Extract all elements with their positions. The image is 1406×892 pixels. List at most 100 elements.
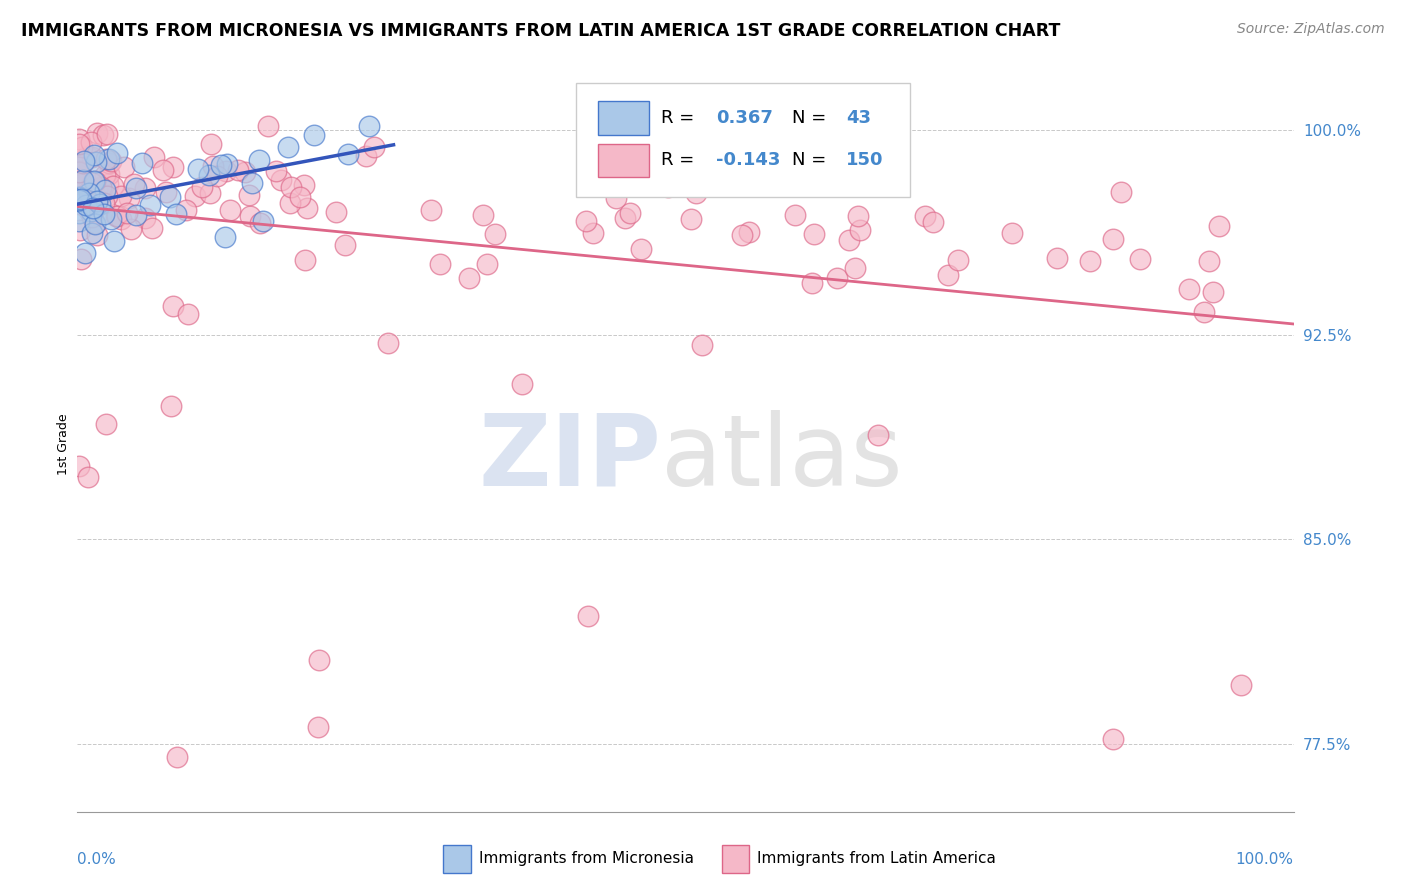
Point	[582, 226, 605, 240]
Point	[914, 209, 936, 223]
Point	[295, 201, 318, 215]
Point	[1129, 252, 1152, 266]
FancyBboxPatch shape	[598, 101, 650, 135]
Point	[83, 174, 105, 188]
Point	[302, 128, 325, 143]
Point	[83, 216, 105, 230]
Text: Immigrants from Micronesia: Immigrants from Micronesia	[479, 851, 695, 866]
Point	[270, 173, 292, 187]
Point	[820, 143, 842, 157]
Text: -0.143: -0.143	[716, 152, 780, 169]
Point	[73, 246, 96, 260]
Point	[115, 206, 138, 220]
Point	[86, 182, 108, 196]
Point	[458, 271, 481, 285]
Point	[69, 223, 91, 237]
Point	[139, 198, 162, 212]
Point	[75, 181, 97, 195]
Point	[277, 140, 299, 154]
Point	[69, 169, 91, 184]
Point	[67, 214, 90, 228]
Text: 0.0%: 0.0%	[77, 852, 117, 867]
Point	[105, 209, 128, 223]
Point	[737, 226, 759, 240]
Point	[67, 170, 90, 185]
Point	[240, 176, 263, 190]
Point	[84, 154, 107, 169]
Point	[100, 153, 122, 168]
Point	[215, 164, 238, 178]
Point	[84, 173, 107, 187]
Point	[89, 179, 111, 194]
Point	[69, 192, 91, 206]
Point	[86, 127, 108, 141]
Point	[69, 164, 91, 178]
Point	[124, 208, 146, 222]
Point	[1230, 678, 1253, 692]
Point	[690, 337, 713, 351]
Point	[80, 203, 103, 218]
Point	[67, 197, 90, 211]
Text: 100.0%: 100.0%	[1236, 852, 1294, 867]
Point	[846, 209, 869, 223]
Point	[630, 243, 652, 257]
Point	[77, 186, 100, 201]
Point	[96, 417, 118, 432]
Point	[83, 189, 105, 203]
Point	[96, 189, 118, 203]
Point	[200, 136, 222, 151]
Point	[184, 189, 207, 203]
Point	[110, 211, 132, 226]
Point	[614, 211, 637, 225]
Point	[77, 185, 100, 199]
Point	[112, 160, 135, 174]
Point	[80, 150, 103, 164]
Point	[215, 156, 238, 170]
Point	[86, 194, 108, 209]
Point	[110, 189, 132, 203]
Point	[377, 336, 399, 351]
Point	[228, 163, 250, 178]
Point	[1178, 281, 1201, 295]
Point	[866, 427, 889, 442]
Point	[94, 183, 117, 197]
Text: R =: R =	[661, 152, 695, 169]
Point	[1001, 227, 1024, 241]
Point	[83, 147, 105, 161]
Point	[605, 191, 627, 205]
Text: IMMIGRANTS FROM MICRONESIA VS IMMIGRANTS FROM LATIN AMERICA 1ST GRADE CORRELATIO: IMMIGRANTS FROM MICRONESIA VS IMMIGRANTS…	[21, 22, 1060, 40]
Point	[280, 179, 302, 194]
Point	[256, 119, 278, 133]
Text: 43: 43	[846, 109, 870, 127]
Point	[1208, 219, 1230, 234]
Point	[209, 158, 232, 172]
Point	[80, 226, 103, 240]
Point	[174, 203, 197, 218]
Point	[142, 150, 165, 164]
Point	[67, 189, 90, 203]
Point	[198, 186, 221, 200]
Text: Source: ZipAtlas.com: Source: ZipAtlas.com	[1237, 22, 1385, 37]
Point	[134, 180, 156, 194]
Point	[308, 653, 330, 667]
Point	[152, 162, 174, 177]
Point	[249, 216, 271, 230]
Text: Immigrants from Latin America: Immigrants from Latin America	[758, 851, 997, 866]
Point	[82, 206, 104, 220]
Point	[207, 169, 229, 184]
Point	[97, 152, 120, 166]
Point	[100, 212, 122, 227]
Text: R =: R =	[661, 109, 695, 127]
Point	[72, 173, 94, 187]
FancyBboxPatch shape	[598, 144, 650, 178]
Point	[70, 189, 93, 203]
Point	[825, 271, 848, 285]
Point	[679, 211, 702, 226]
Point	[252, 214, 274, 228]
Point	[97, 177, 120, 191]
Point	[187, 162, 209, 177]
Point	[80, 135, 103, 149]
Point	[94, 152, 117, 166]
Point	[67, 160, 90, 174]
Point	[120, 221, 142, 235]
